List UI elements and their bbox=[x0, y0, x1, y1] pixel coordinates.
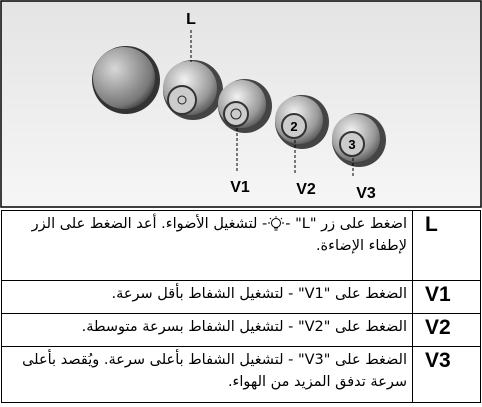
description: اضغط على زر "L" -- لتشغيل الأضواء. أعد ا… bbox=[1, 210, 413, 281]
knob-v3: 3 bbox=[332, 113, 386, 167]
leader-lines bbox=[190, 30, 354, 178]
description: الضغط على "V1" - لتشغيل الشفاط بأقل سرعة… bbox=[1, 280, 413, 314]
key: V1 bbox=[412, 280, 481, 314]
text: اضغط على زر "L" - bbox=[285, 216, 407, 232]
key: V3 bbox=[412, 346, 481, 403]
knob-v1 bbox=[218, 79, 272, 133]
row: الضغط على "V1" - لتشغيل الشفاط بأقل سرعة… bbox=[1, 280, 481, 314]
knob-l bbox=[163, 60, 223, 120]
knob-cap bbox=[93, 47, 155, 109]
key: V2 bbox=[412, 313, 481, 347]
row: الضغط على "V3" - لتشغيل الشفاط بأعلى سرع… bbox=[1, 346, 481, 403]
instruction-table: اضغط على زر "L" -- لتشغيل الأضواء. أعد ا… bbox=[1, 210, 481, 403]
knob-v2: 2 bbox=[275, 95, 329, 149]
description: الضغط على "V3" - لتشغيل الشفاط بأعلى سرع… bbox=[1, 346, 413, 403]
row: اضغط على زر "L" -- لتشغيل الأضواء. أعد ا… bbox=[1, 210, 481, 281]
bulb-icon bbox=[268, 216, 285, 231]
label: V2 bbox=[296, 181, 316, 198]
description: الضغط على "V2" - لتشغيل الشفاط بسرعة متو… bbox=[1, 313, 413, 347]
row: الضغط على "V2" - لتشغيل الشفاط بسرعة متو… bbox=[1, 313, 481, 347]
knob-diagram: 2 3 L V1 V2 V3 bbox=[0, 0, 482, 208]
key: L bbox=[412, 210, 481, 281]
label: L bbox=[186, 11, 196, 28]
svg-text:3: 3 bbox=[348, 137, 355, 152]
label: V1 bbox=[230, 179, 250, 196]
text: - لتشغيل الأضواء. أعد الضغط على الزر لإط… bbox=[31, 216, 407, 254]
svg-text:2: 2 bbox=[290, 119, 297, 134]
label: V3 bbox=[356, 185, 376, 202]
